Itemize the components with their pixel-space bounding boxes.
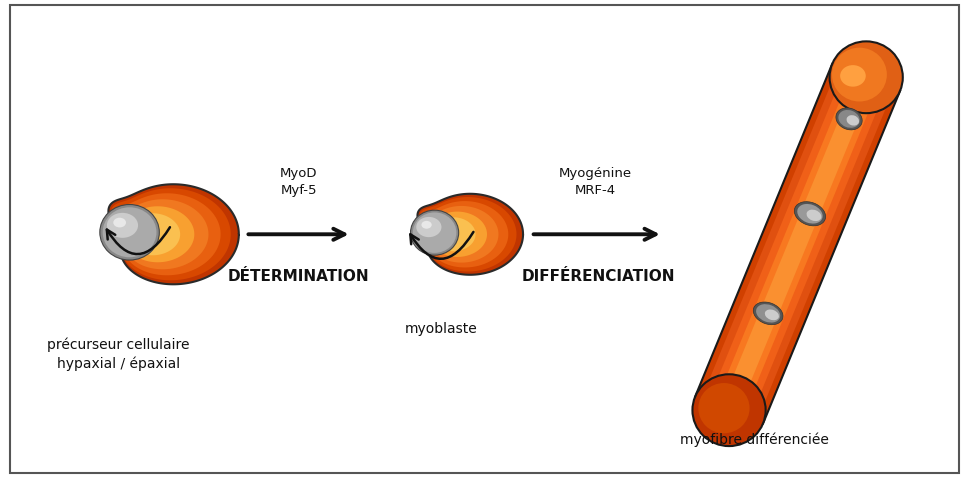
Text: MyoD
Myf-5: MyoD Myf-5 xyxy=(280,167,317,197)
Polygon shape xyxy=(125,213,180,255)
Ellipse shape xyxy=(838,110,860,128)
Ellipse shape xyxy=(699,383,750,433)
Polygon shape xyxy=(695,64,900,424)
Polygon shape xyxy=(428,212,487,257)
Text: DÉTERMINATION: DÉTERMINATION xyxy=(228,269,369,284)
Polygon shape xyxy=(424,206,498,262)
Polygon shape xyxy=(722,76,874,411)
Polygon shape xyxy=(121,206,195,262)
Ellipse shape xyxy=(411,210,458,255)
Ellipse shape xyxy=(756,304,780,323)
Ellipse shape xyxy=(103,207,156,257)
Ellipse shape xyxy=(806,210,822,221)
Ellipse shape xyxy=(107,213,138,238)
Polygon shape xyxy=(110,188,231,280)
Ellipse shape xyxy=(840,65,865,87)
Polygon shape xyxy=(703,69,893,419)
Polygon shape xyxy=(716,74,879,413)
Ellipse shape xyxy=(847,115,860,126)
Text: myoblaste: myoblaste xyxy=(405,322,478,336)
Polygon shape xyxy=(422,201,509,268)
Polygon shape xyxy=(418,194,523,275)
Ellipse shape xyxy=(422,221,432,229)
Text: myofibre différenciée: myofibre différenciée xyxy=(680,432,828,446)
Ellipse shape xyxy=(832,48,887,101)
Ellipse shape xyxy=(797,204,823,224)
Polygon shape xyxy=(117,199,208,269)
Polygon shape xyxy=(113,193,221,275)
Polygon shape xyxy=(109,184,238,284)
Text: DIFFÉRENCIATION: DIFFÉRENCIATION xyxy=(521,269,675,284)
Ellipse shape xyxy=(836,108,862,130)
Ellipse shape xyxy=(795,202,826,226)
Polygon shape xyxy=(431,217,476,251)
Ellipse shape xyxy=(417,217,442,237)
Ellipse shape xyxy=(100,205,159,260)
Ellipse shape xyxy=(753,302,783,325)
Polygon shape xyxy=(420,197,516,272)
Text: précurseur cellulaire
hypaxial / épaxial: précurseur cellulaire hypaxial / épaxial xyxy=(47,337,190,371)
Polygon shape xyxy=(709,72,887,416)
Ellipse shape xyxy=(413,212,456,253)
Text: Myogénine
MRF-4: Myogénine MRF-4 xyxy=(559,167,632,197)
Ellipse shape xyxy=(765,309,779,320)
Ellipse shape xyxy=(829,42,903,113)
Ellipse shape xyxy=(113,217,126,228)
Ellipse shape xyxy=(693,374,766,446)
